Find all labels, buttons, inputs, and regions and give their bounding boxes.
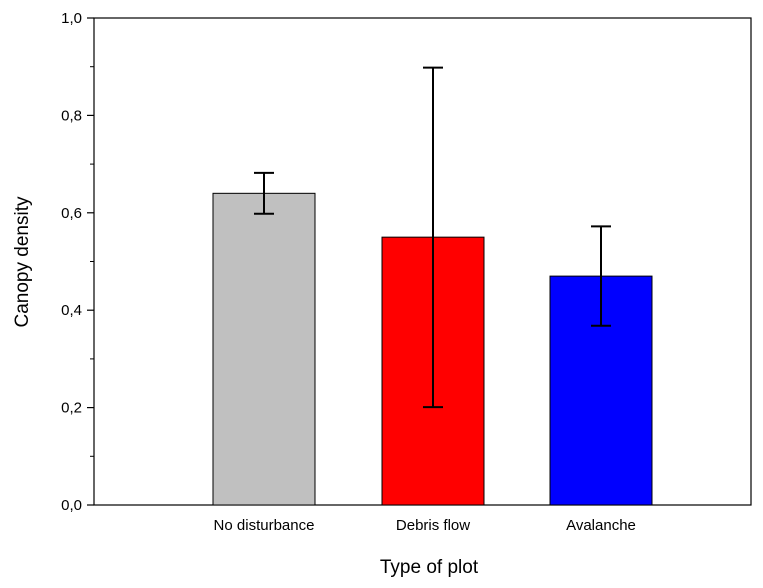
- x-tick-label: No disturbance: [214, 517, 315, 534]
- x-axis: No disturbance Debris flow Avalanche: [214, 517, 636, 534]
- y-axis: 0,0 0,2 0,4 0,6 0,8 1,0: [61, 10, 94, 514]
- y-tick-label: 1,0: [61, 10, 82, 27]
- bar: [212, 192, 316, 506]
- x-axis-title: Type of plot: [380, 557, 479, 578]
- y-tick-label: 0,2: [61, 400, 82, 417]
- x-tick-label: Avalanche: [566, 517, 636, 534]
- error-bars: [254, 66, 611, 409]
- y-tick-label: 0,6: [61, 205, 82, 222]
- y-axis-title: Canopy density: [12, 196, 33, 327]
- y-tick-label: 0,8: [61, 107, 82, 124]
- y-tick-label: 0,4: [61, 302, 82, 319]
- x-tick-label: Debris flow: [396, 517, 470, 534]
- y-tick-label: 0,0: [61, 497, 82, 514]
- bar: [549, 275, 653, 506]
